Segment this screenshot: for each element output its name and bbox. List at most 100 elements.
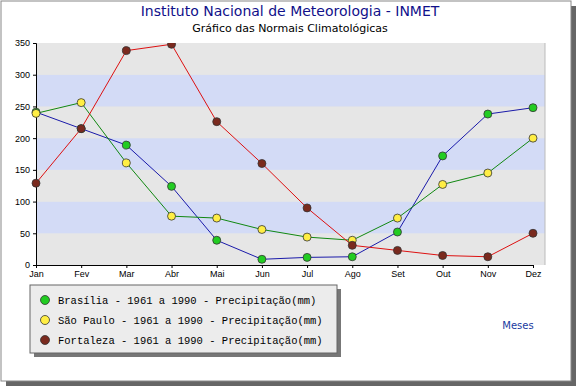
series-marker (77, 99, 85, 107)
series-marker (213, 118, 221, 126)
series-marker (303, 253, 311, 261)
x-tick-mark (488, 265, 489, 268)
x-tick: Abr (165, 265, 179, 279)
chart: Instituto Nacional de Meteorologia - INM… (0, 0, 580, 390)
series-line (36, 44, 533, 256)
x-tick-label: Dez (525, 269, 542, 279)
x-tick-label: Jul (302, 269, 314, 279)
y-tick-label: 150 (15, 165, 30, 175)
series-marker (303, 233, 311, 241)
x-tick: Jun (255, 265, 270, 279)
title: Instituto Nacional de Meteorologia - INM… (141, 3, 440, 19)
series-line (36, 103, 533, 241)
series-line (36, 108, 533, 260)
grid-band (36, 106, 545, 138)
series-marker (213, 214, 221, 222)
x-tick: Dez (525, 265, 542, 279)
y-tick-label: 50 (20, 229, 30, 239)
series-marker (484, 253, 492, 261)
series-marker (258, 225, 266, 233)
series-marker (122, 47, 130, 55)
plot-marks (32, 43, 537, 263)
x-tick-label: Jan (29, 269, 44, 279)
x-tick-mark (217, 265, 218, 268)
x-tick-label: Out (436, 269, 451, 279)
grid-band (36, 43, 545, 75)
series-marker (122, 159, 130, 167)
series-marker (303, 204, 311, 212)
x-tick: Jan (29, 265, 44, 279)
y-tick-mark (33, 202, 36, 203)
x-tick-label: Ago (345, 269, 361, 279)
series-marker (122, 141, 130, 149)
x-axis-line (37, 266, 534, 269)
grid-band (36, 138, 545, 170)
legend-label: São Paulo - 1961 a 1990 - Precipitação(m… (58, 315, 323, 327)
x-tick: Nov (480, 265, 497, 279)
y-axis: 050100150200250300350 (15, 38, 37, 270)
plot-area (36, 43, 545, 265)
plot-edge (545, 43, 546, 265)
y-tick-label: 100 (15, 197, 30, 207)
series-marker (484, 169, 492, 177)
x-tick: Fev (74, 265, 90, 279)
series-marker (168, 212, 176, 220)
grid-band (36, 202, 545, 234)
y-tick: 200 (15, 134, 36, 144)
x-tick-mark (533, 265, 534, 268)
y-tick-mark (33, 106, 36, 107)
legend-marker (41, 296, 50, 305)
series-marker (32, 179, 40, 187)
frame (1, 1, 571, 381)
series-marker (77, 125, 85, 133)
x-tick-label: Jun (255, 269, 270, 279)
series-marker (213, 236, 221, 244)
x-tick: Ago (345, 265, 361, 279)
x-tick-mark (352, 265, 353, 268)
y-tick-mark (33, 265, 36, 266)
series-marker (439, 180, 447, 188)
x-tick-label: Mar (119, 269, 135, 279)
x-tick-label: Fev (74, 269, 90, 279)
series-marker (32, 109, 40, 117)
y-tick: 350 (15, 38, 36, 48)
x-tick: Set (391, 265, 405, 279)
series-marker (393, 228, 401, 236)
series-marker (529, 134, 537, 142)
series-marker (529, 104, 537, 112)
x-tick-label: Set (391, 269, 405, 279)
series-marker (258, 160, 266, 168)
y-tick-label: 200 (15, 134, 30, 144)
x-tick-mark (443, 265, 444, 268)
series-marker (439, 152, 447, 160)
x-tick: Jul (302, 265, 314, 279)
y-tick-mark (33, 138, 36, 139)
x-axis: Jan Fev Mar Abr Mai Jun Jul Ago Set Out Nov Dez (29, 265, 542, 279)
y-axis-line (33, 44, 37, 266)
legend: Brasília - 1961 a 1990 - Precipitação(mm… (30, 285, 341, 357)
y-tick: 50 (20, 229, 36, 239)
grid-band (36, 75, 545, 107)
x-tick-mark (397, 265, 398, 268)
x-tick-label: Mai (210, 269, 225, 279)
legend-label: Brasília - 1961 a 1990 - Precipitação(mm… (58, 295, 316, 307)
series-marker (77, 125, 85, 133)
x-tick-mark (307, 265, 308, 268)
x-tick-label: Abr (165, 269, 179, 279)
subtitle: Gráfico das Normais Climatológicas (192, 22, 388, 35)
y-tick: 150 (15, 165, 36, 175)
series-marker (168, 43, 176, 48)
series-marker (439, 251, 447, 259)
y-tick-mark (33, 43, 36, 44)
legend-marker (41, 336, 50, 345)
series-marker (393, 214, 401, 222)
series-marker (258, 255, 266, 263)
y-tick-mark (33, 170, 36, 171)
plot-background (36, 43, 545, 265)
y-tick-label: 300 (15, 70, 30, 80)
series-marker (168, 182, 176, 190)
y-tick-label: 350 (15, 38, 30, 48)
x-tick-mark (81, 265, 82, 268)
series-marker (348, 253, 356, 261)
grid-band (36, 233, 545, 265)
